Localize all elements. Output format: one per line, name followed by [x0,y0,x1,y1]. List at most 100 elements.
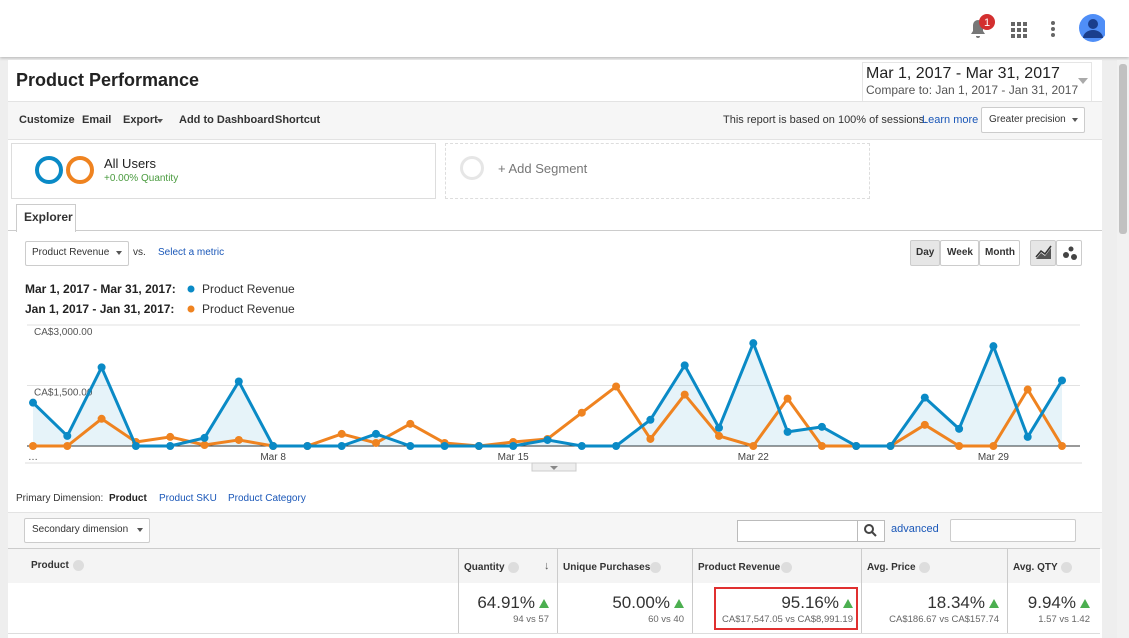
precision-label: Greater precision [989,114,1066,125]
segment-card[interactable] [11,143,436,199]
toolbar-item[interactable]: Add to Dashboard [179,114,275,126]
y-tick-label: CA$3,000.00 [34,327,93,338]
date-caret[interactable] [1078,78,1088,84]
column-header[interactable]: Product [31,560,69,571]
compare-range: Compare to: Jan 1, 2017 - Jan 31, 2017 [866,83,1079,97]
legend-swatch [187,305,195,313]
point [920,420,929,429]
apps-icon[interactable] [1011,22,1027,38]
column-header[interactable]: Product Revenue [698,562,781,573]
point [577,408,586,417]
toolbar-item[interactable]: Customize [19,114,75,126]
help-icon[interactable] [1061,562,1072,573]
total-value: 9.94% [1027,593,1076,612]
col-divider [458,548,459,633]
learn-more[interactable]: Learn more [922,114,979,126]
point [200,440,209,449]
column-header[interactable]: Quantity [464,562,505,573]
total-value: 95.16% [781,593,839,612]
toolbar-item[interactable]: Shortcut [275,114,321,126]
point [577,442,586,450]
granularity-button[interactable] [979,240,1020,266]
point [29,442,37,450]
precision-button[interactable] [981,107,1085,133]
point [234,435,243,444]
dimension-option[interactable]: Product SKU [159,493,217,504]
point [543,435,552,444]
help-icon[interactable] [73,560,84,571]
scrollbar[interactable] [1117,60,1129,638]
legend-period: Jan 1, 2017 - Jan 31, 2017: [25,302,174,316]
advanced-link[interactable]: advanced [891,523,939,535]
col-divider [861,548,862,633]
toolbar-item[interactable]: Email [82,114,112,126]
col-divider [557,548,558,633]
top-bar [0,0,1129,57]
secondary-dimension[interactable] [24,518,150,543]
area [33,343,1062,446]
point [131,442,140,450]
col-divider [692,548,693,633]
point [680,390,689,399]
dimension-option[interactable]: Product Category [228,493,306,504]
total-value: 18.34% [927,593,985,612]
help-icon[interactable] [781,562,792,573]
toolbar [8,101,1102,140]
sessions-note: This report is based on 100% of sessions… [723,114,928,126]
point [783,427,792,436]
total-detail: CA$186.67 vs CA$157.74 [889,614,999,625]
toolbar-item[interactable]: Export [123,114,158,126]
point [406,442,415,450]
total-value: 64.91% [477,593,535,612]
point [989,342,998,351]
badge [979,14,995,30]
legend-swatch [187,285,195,293]
y-tick-label: CA$1,500.00 [34,388,93,399]
help-icon[interactable] [919,562,930,573]
x-tick-label: … [28,452,38,463]
total-value: 50.00% [612,593,670,612]
point [955,424,964,433]
more-icon[interactable] [1051,21,1055,37]
date-picker[interactable] [862,62,1092,102]
legend-entry: Product Revenue [202,302,295,316]
dimension-option[interactable]: Product [109,493,147,504]
point [166,432,175,441]
granularity-button[interactable] [940,240,979,266]
point [612,442,621,450]
totals-row [8,583,1100,634]
up-arrow [843,599,853,608]
top-icons: 1 [971,14,1105,42]
metric-select[interactable] [25,241,129,266]
line-chart-toggle[interactable] [1030,240,1056,266]
motion-chart-toggle[interactable] [1056,240,1082,266]
help-icon[interactable] [508,562,519,573]
search-button[interactable] [857,520,885,542]
search-input[interactable] [737,520,859,542]
table-toolbar [8,512,1102,549]
badge-count: 1 [984,17,990,29]
x-tick-label: Mar 15 [498,452,530,463]
help-icon[interactable] [650,562,661,573]
column-header[interactable]: Avg. QTY [1013,562,1058,573]
view-toggles[interactable] [950,519,1076,542]
point [440,442,449,450]
point [1023,432,1032,441]
select-metric[interactable]: Select a metric [158,247,225,258]
x-tick-label: Mar 8 [260,452,286,463]
add-segment[interactable] [445,143,870,199]
point [1058,442,1066,450]
x-tick-label: Mar 22 [738,452,770,463]
total-detail: CA$17,547.05 vs CA$8,991.19 [722,614,853,625]
tab[interactable] [16,204,76,232]
column-header[interactable]: Avg. Price [867,562,916,573]
caret [116,251,122,255]
granularity-button[interactable] [910,240,940,266]
point [715,423,723,432]
point [955,442,964,450]
caret [137,528,143,532]
column-header[interactable]: Unique Purchases [563,562,651,573]
table-header [8,548,1100,584]
point [680,361,689,370]
